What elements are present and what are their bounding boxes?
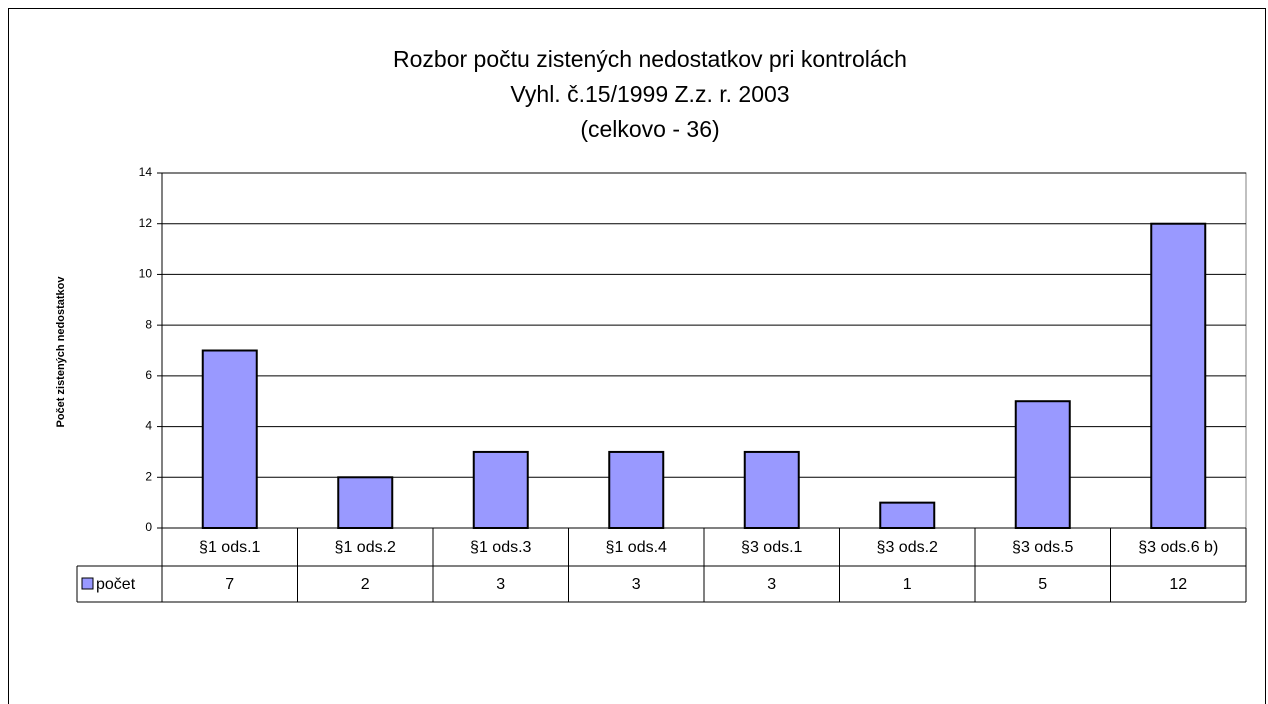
y-tick-label: 4 bbox=[145, 419, 152, 433]
bar bbox=[879, 501, 936, 529]
bar bbox=[472, 450, 529, 529]
table-value: 7 bbox=[225, 576, 234, 593]
table-value: 12 bbox=[1169, 576, 1187, 593]
bar bbox=[1150, 222, 1207, 529]
table-value: 3 bbox=[767, 576, 776, 593]
y-tick-label: 0 bbox=[145, 520, 152, 534]
y-tick-label: 6 bbox=[145, 368, 152, 382]
table-value: 3 bbox=[496, 576, 505, 593]
y-tick-label: 8 bbox=[145, 317, 152, 331]
x-tick-label: §3 ods.5 bbox=[1012, 539, 1073, 556]
x-tick-label: §1 ods.4 bbox=[606, 539, 667, 556]
y-tick-label: 10 bbox=[139, 267, 153, 281]
bar bbox=[201, 349, 258, 529]
chart-title: Vyhl. č.15/1999 Z.z. r. 2003 bbox=[510, 81, 789, 107]
x-tick-label: §1 ods.1 bbox=[199, 539, 260, 556]
table-value: 3 bbox=[632, 576, 641, 593]
legend-key bbox=[81, 577, 94, 590]
x-tick-label: §3 ods.2 bbox=[877, 539, 938, 556]
table-value: 5 bbox=[1038, 576, 1047, 593]
x-tick-label: §3 ods.1 bbox=[741, 539, 802, 556]
x-tick-label: §3 ods.6 b) bbox=[1138, 539, 1218, 556]
table-value: 2 bbox=[361, 576, 370, 593]
bar bbox=[608, 450, 665, 529]
y-tick-label: 14 bbox=[139, 165, 153, 179]
bar bbox=[337, 476, 394, 529]
table-value: 1 bbox=[903, 576, 912, 593]
chart-title: (celkovo - 36) bbox=[580, 116, 719, 142]
chart-title: Rozbor počtu zistených nedostatkov pri k… bbox=[393, 46, 907, 72]
bar bbox=[743, 450, 800, 529]
x-tick-label: §1 ods.3 bbox=[470, 539, 531, 556]
y-tick-label: 2 bbox=[145, 469, 152, 483]
legend-label: počet bbox=[96, 576, 136, 593]
y-tick-label: 12 bbox=[139, 216, 153, 230]
plot-area bbox=[161, 172, 1247, 529]
bar bbox=[1014, 400, 1071, 530]
y-axis-label: Počet zistených nedostatkov bbox=[55, 276, 67, 428]
x-tick-label: §1 ods.2 bbox=[335, 539, 396, 556]
